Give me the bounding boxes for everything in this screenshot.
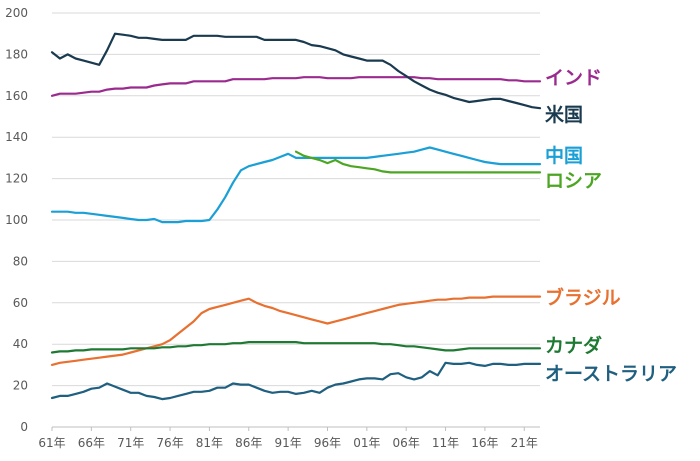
series-label: インド (545, 67, 602, 89)
x-tick-label: 96年 (314, 436, 341, 450)
x-tick-label: 81年 (196, 436, 223, 450)
series-line-0 (50, 76, 542, 97)
series-line-5 (50, 341, 542, 354)
x-tick-label: 66年 (78, 436, 105, 450)
x-tick-label: 01年 (353, 436, 380, 450)
series-label: ロシア (545, 170, 602, 192)
x-axis-ticks: 61年 66年 71年 76年 81年 86年 91年 96年 01年 06年 11年 16年 21年 (38, 427, 538, 450)
series-line-3 (294, 150, 542, 174)
gridlines (52, 12, 540, 387)
x-tick-label: 11年 (432, 436, 459, 450)
y-tick-label: 60 (13, 296, 28, 310)
y-tick-label: 80 (13, 254, 28, 268)
y-tick-label: 20 (13, 379, 28, 393)
series-label: カナダ (545, 334, 602, 357)
y-tick-label: 120 (5, 172, 28, 186)
y-tick-label: 0 (20, 420, 28, 434)
series-line-4 (50, 295, 542, 366)
x-tick-label: 16年 (471, 436, 498, 450)
series-line-1 (50, 32, 542, 110)
series-label: ブラジル (545, 286, 621, 309)
series-line-6 (50, 361, 542, 401)
y-tick-label: 40 (13, 337, 28, 351)
x-tick-label: 76年 (156, 436, 183, 450)
y-tick-label: 140 (5, 130, 28, 144)
x-tick-label: 86年 (235, 436, 262, 450)
y-tick-label: 200 (5, 6, 28, 20)
y-tick-label: 100 (5, 213, 28, 227)
x-tick-label: 06年 (393, 436, 420, 450)
y-tick-label: 180 (5, 47, 28, 61)
series-label: オーストラリア (545, 363, 677, 385)
x-tick-label: 61年 (38, 436, 65, 450)
x-tick-label: 21年 (511, 436, 538, 450)
x-tick-label: 91年 (274, 436, 301, 450)
series-line-2 (50, 146, 542, 224)
y-tick-label: 160 (5, 89, 28, 103)
x-tick-label: 71年 (117, 436, 144, 450)
series-label: 米国 (545, 103, 583, 126)
series-label: 中国 (545, 144, 583, 167)
series-lines (50, 32, 542, 401)
y-axis-ticks: 0 20 40 60 80 100 120 140 160 180 200 (5, 6, 28, 434)
